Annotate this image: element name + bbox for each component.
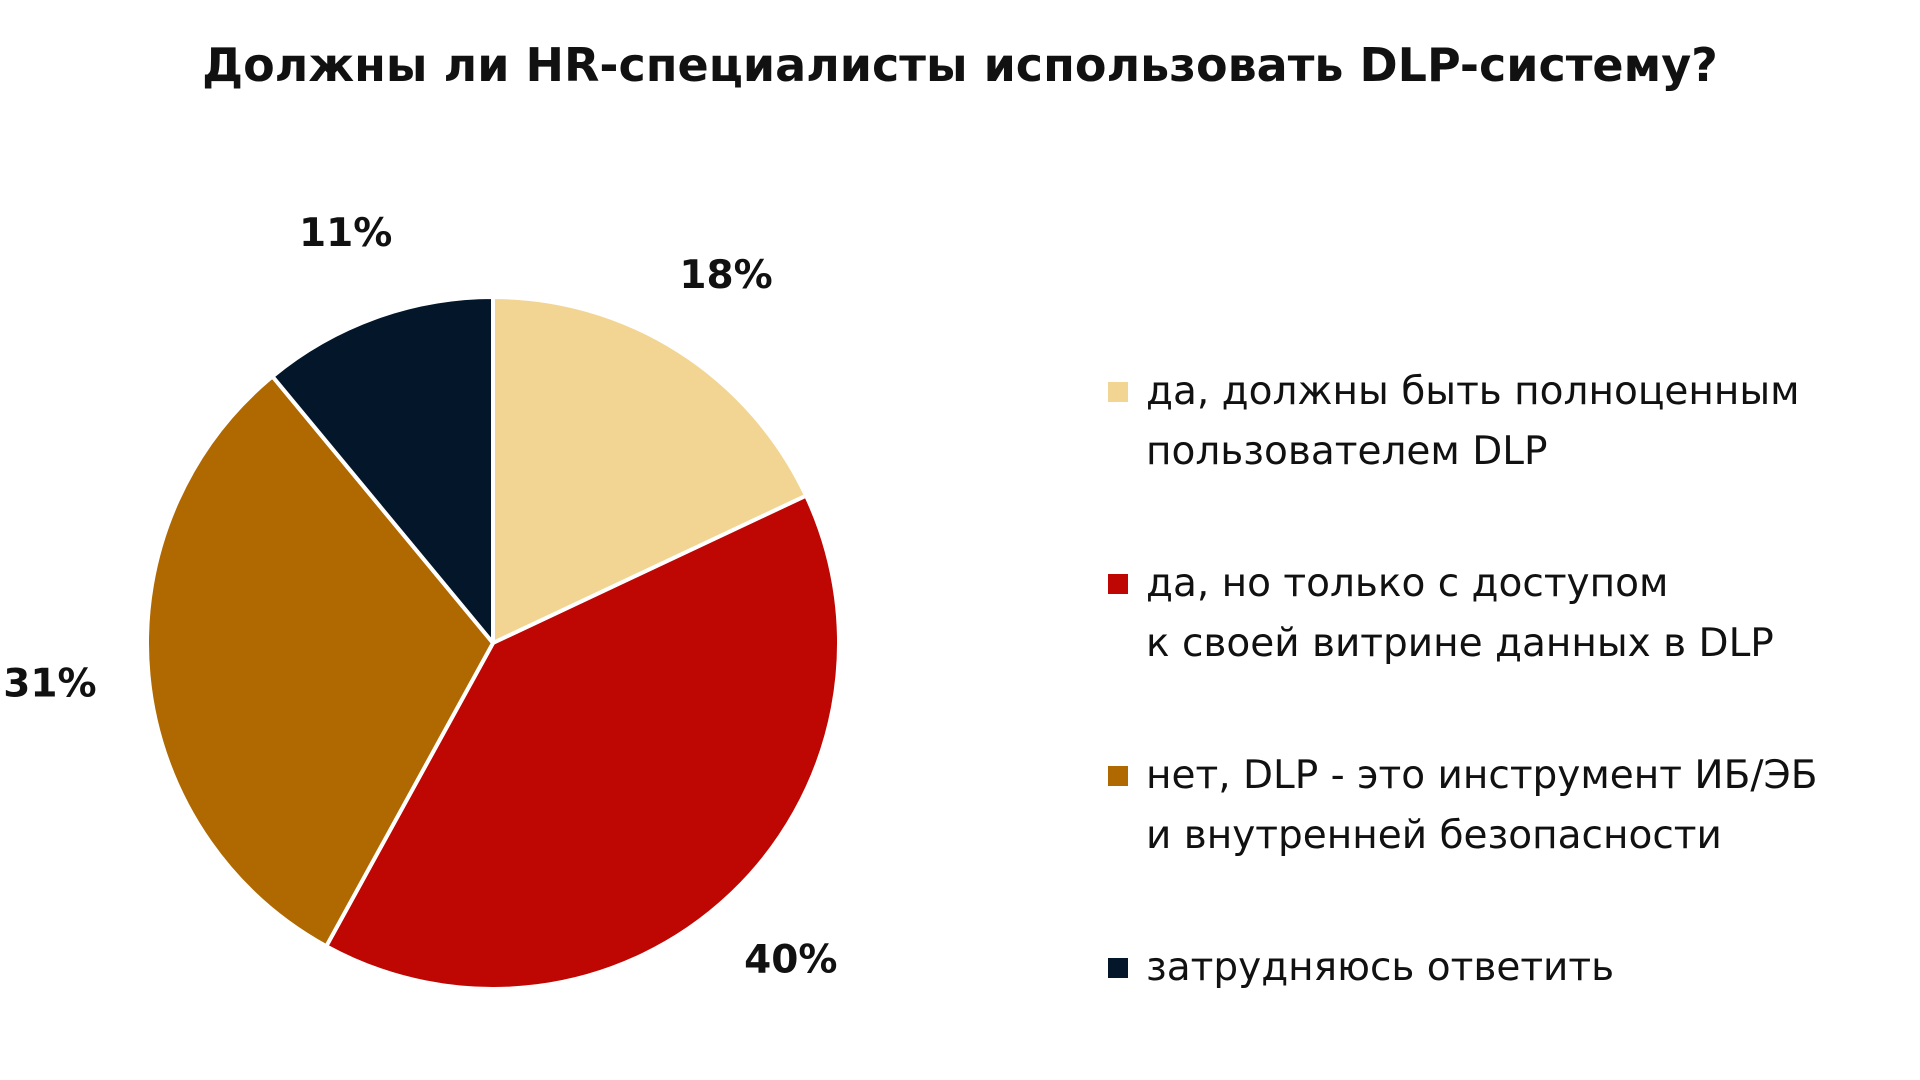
pie-slice-value-label: 18%	[679, 253, 772, 298]
legend-label-line: да, должны быть полноценным	[1146, 369, 1800, 414]
legend-swatch-icon	[1108, 382, 1128, 402]
legend-label-line: да, но только с доступом	[1146, 561, 1669, 606]
legend-swatch-icon	[1108, 958, 1128, 978]
legend-label-line: и внутренней безопасности	[1146, 813, 1722, 858]
chart-title: Должны ли HR-специалисты использовать DL…	[202, 38, 1718, 92]
legend-label-line: нет, DLP - это инструмент ИБ/ЭБ	[1146, 753, 1818, 798]
pie-slice-value-label: 11%	[299, 211, 392, 256]
pie-slice-value-label: 31%	[3, 661, 96, 706]
pie-slice-value-label: 40%	[744, 938, 837, 983]
legend-swatch-icon	[1108, 574, 1128, 594]
legend-label-line: пользователем DLP	[1146, 429, 1548, 474]
pie-slice	[270, 295, 495, 645]
pie-slice	[491, 295, 809, 645]
legend-swatch-icon	[1108, 766, 1128, 786]
pie-slice	[145, 374, 495, 949]
legend-label-line: затрудняюсь ответить	[1146, 945, 1615, 990]
legend-label-line: к своей витрине данных в DLP	[1146, 621, 1774, 666]
pie-slice	[324, 493, 841, 991]
